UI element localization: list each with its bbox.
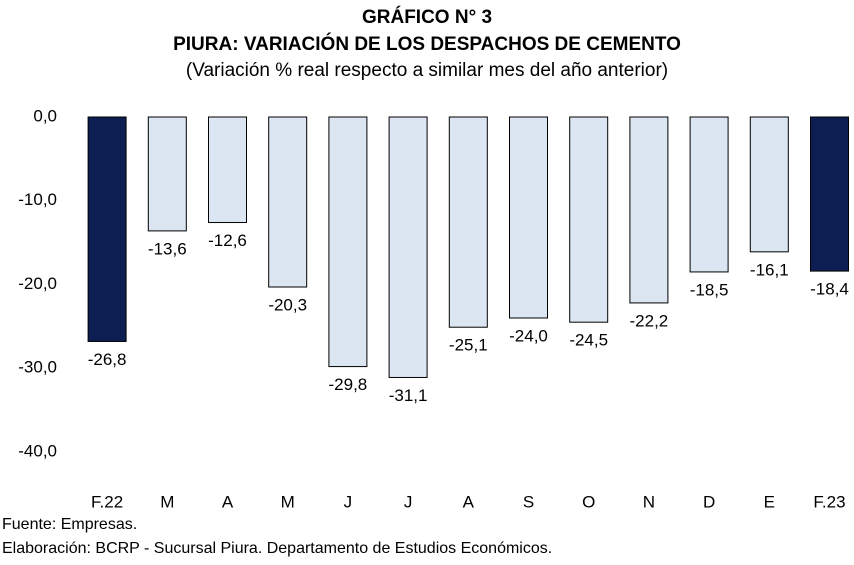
footnote: Elaboración: BCRP - Sucursal Piura. Depa… bbox=[2, 540, 552, 557]
data-label: -24,5 bbox=[569, 331, 608, 350]
bar bbox=[208, 116, 247, 224]
data-label: -29,8 bbox=[329, 375, 368, 394]
bar bbox=[509, 116, 548, 319]
data-label: -26,8 bbox=[88, 350, 127, 369]
source-note: Fuente: Empresas. bbox=[2, 516, 137, 533]
x-tick-label: J bbox=[344, 492, 353, 511]
y-tick-label: -10,0 bbox=[18, 190, 57, 209]
chart-title: GRÁFICO N° 3 bbox=[362, 6, 492, 28]
bar bbox=[448, 116, 488, 328]
x-tick-label: A bbox=[222, 492, 234, 511]
data-label: -24,0 bbox=[509, 326, 548, 345]
x-tick-label: F.22 bbox=[91, 492, 123, 511]
chart-subtitle: PIURA: VARIACIÓN DE LOS DESPACHOS DE CEM… bbox=[173, 33, 681, 55]
data-label: -31,1 bbox=[389, 386, 428, 405]
data-label: -12,6 bbox=[208, 231, 247, 250]
bar bbox=[749, 116, 789, 253]
x-tick-label: M bbox=[160, 492, 174, 511]
x-tick-label: O bbox=[582, 492, 595, 511]
bar bbox=[810, 116, 849, 272]
bar bbox=[569, 116, 609, 323]
chart-subtitle: (Variación % real respecto a similar mes… bbox=[186, 60, 668, 81]
data-label: -25,1 bbox=[449, 336, 488, 355]
bar bbox=[147, 116, 187, 232]
data-label: -16,1 bbox=[750, 260, 789, 279]
x-tick-label: F.23 bbox=[813, 492, 845, 511]
data-label: -13,6 bbox=[148, 239, 187, 258]
y-tick-label: 0,0 bbox=[33, 106, 57, 125]
data-label: -20,3 bbox=[268, 295, 307, 314]
x-tick-label: A bbox=[463, 492, 475, 511]
y-tick-label: -20,0 bbox=[18, 274, 57, 293]
x-tick-label: N bbox=[643, 492, 655, 511]
bar bbox=[328, 116, 368, 368]
data-label: -22,2 bbox=[630, 311, 669, 330]
data-label: -18,4 bbox=[810, 280, 849, 299]
bar bbox=[689, 116, 729, 273]
bar bbox=[87, 116, 127, 342]
bar bbox=[388, 116, 428, 378]
x-tick-label: D bbox=[703, 492, 715, 511]
x-tick-label: M bbox=[281, 492, 295, 511]
x-tick-label: E bbox=[764, 492, 775, 511]
data-label: -18,5 bbox=[690, 280, 729, 299]
y-tick-label: -30,0 bbox=[18, 358, 57, 377]
bar bbox=[268, 116, 308, 288]
x-tick-label: J bbox=[404, 492, 413, 511]
x-tick-label: S bbox=[523, 492, 534, 511]
bar bbox=[629, 116, 669, 304]
y-tick-label: -40,0 bbox=[18, 441, 57, 460]
